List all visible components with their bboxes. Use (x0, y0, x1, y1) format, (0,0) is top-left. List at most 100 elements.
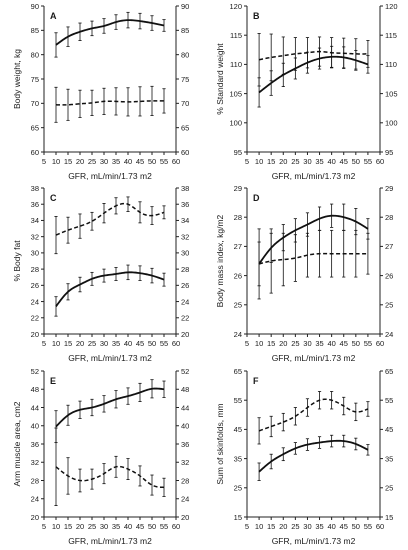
y-tick-label-left: 24 (31, 495, 39, 504)
series-line-solid (258, 439, 369, 473)
y-tick-label-right: 22 (181, 314, 189, 323)
x-tick-label: 15 (64, 522, 72, 531)
y-axis-title: Body mass index, kg/m2 (215, 214, 225, 307)
y-axis-title: % Standard weight (215, 43, 225, 115)
y-tick-label-left: 25 (234, 484, 242, 493)
y-tick-label-left: 48 (31, 385, 39, 394)
panel-label: A (50, 11, 57, 21)
x-tick-label: 45 (340, 157, 348, 166)
x-tick-label: 45 (136, 157, 144, 166)
y-tick-label-right: 15 (385, 513, 393, 522)
y-tick-label-right: 115 (385, 31, 397, 40)
x-tick-label: 25 (291, 157, 299, 166)
x-tick-label: 15 (267, 157, 275, 166)
series-dashed (54, 196, 166, 255)
panel-d: 24 25 26 27 28 29 24 25 26 27 28 29 5 10 15 20 25 30 35 40 4… (215, 184, 393, 363)
x-tick-label: 50 (352, 339, 360, 348)
x-tick-label: 10 (255, 522, 263, 531)
y-tick-label-left: 25 (234, 301, 242, 310)
y-tick-label-left: 45 (234, 425, 242, 434)
y-tick-label-right: 48 (181, 385, 189, 394)
series-line-dashed (258, 398, 369, 432)
y-tick-label-right: 28 (181, 265, 189, 274)
x-tick-label: 10 (52, 339, 60, 348)
x-tick-label: 25 (291, 522, 299, 531)
y-tick-label-left: 65 (31, 123, 39, 132)
x-tick-label: 30 (100, 339, 108, 348)
y-tick-label-left: 26 (31, 281, 39, 290)
x-tick-label: 25 (88, 339, 96, 348)
x-tick-label: 50 (148, 157, 156, 166)
y-tick-label-left: 24 (31, 297, 39, 306)
x-tick-label: 5 (245, 157, 249, 166)
x-tick-label: 40 (124, 157, 132, 166)
y-tick-label-left: 105 (229, 89, 242, 98)
y-tick-label-right: 52 (181, 367, 189, 376)
y-tick-label-right: 26 (385, 271, 393, 280)
x-tick-label: 55 (364, 157, 372, 166)
series-line-dashed (55, 100, 165, 106)
y-tick-label-right: 95 (385, 148, 393, 157)
y-tick-label-right: 35 (385, 454, 393, 463)
y-tick-label-right: 28 (385, 213, 393, 222)
y-tick-label-right: 44 (181, 403, 189, 412)
y-tick-label-left: 20 (31, 330, 39, 339)
x-tick-label: 60 (376, 157, 384, 166)
y-tick-label-left: 70 (31, 99, 39, 108)
y-tick-label-left: 15 (234, 513, 242, 522)
x-axis-title: GFR, mL/min/1.73 m2 (68, 353, 152, 363)
x-tick-label: 15 (64, 157, 72, 166)
x-tick-label: 25 (88, 522, 96, 531)
y-tick-label-left: 60 (31, 148, 39, 157)
panel-label: C (50, 193, 57, 203)
x-tick-label: 10 (52, 157, 60, 166)
x-tick-label: 15 (267, 522, 275, 531)
panel-label: E (50, 376, 56, 386)
y-tick-label-right: 38 (181, 184, 189, 193)
y-tick-label-left: 28 (31, 265, 39, 274)
y-tick-label-right: 65 (181, 123, 189, 132)
series-dashed (54, 427, 166, 506)
y-tick-label-right: 25 (385, 301, 393, 310)
y-tick-label-left: 40 (31, 422, 39, 431)
x-tick-label: 30 (303, 339, 311, 348)
x-tick-label: 15 (267, 339, 275, 348)
x-tick-label: 60 (172, 339, 180, 348)
panel-label: F (253, 376, 259, 386)
x-tick-label: 55 (160, 339, 168, 348)
y-tick-label-left: 38 (31, 184, 39, 193)
x-tick-label: 20 (76, 339, 84, 348)
x-tick-label: 25 (291, 339, 299, 348)
y-tick-label-right: 80 (181, 50, 189, 59)
x-axis-title: GFR, mL/min/1.73 m2 (68, 171, 152, 181)
y-tick-label-right: 27 (385, 242, 393, 251)
y-tick-label-right: 20 (181, 330, 189, 339)
y-tick-label-right: 40 (181, 422, 189, 431)
series-solid (257, 434, 370, 481)
x-tick-label: 60 (376, 522, 384, 531)
x-tick-label: 20 (279, 157, 287, 166)
y-tick-label-right: 24 (385, 330, 393, 339)
y-tick-label-left: 22 (31, 314, 39, 323)
y-tick-label-right: 45 (385, 425, 393, 434)
y-tick-label-right: 36 (181, 440, 189, 449)
y-tick-label-left: 115 (230, 31, 242, 40)
x-tick-label: 45 (136, 522, 144, 531)
y-tick-label-right: 65 (385, 367, 393, 376)
y-tick-label-left: 55 (234, 396, 242, 405)
y-tick-label-right: 34 (181, 216, 189, 225)
x-tick-label: 55 (364, 522, 372, 531)
x-tick-label: 25 (88, 157, 96, 166)
series-line-dashed (55, 465, 165, 489)
x-tick-label: 20 (76, 522, 84, 531)
x-tick-label: 40 (327, 339, 335, 348)
y-tick-label-right: 36 (181, 200, 189, 209)
x-tick-label: 10 (52, 522, 60, 531)
x-tick-label: 5 (42, 157, 46, 166)
y-tick-label-right: 28 (181, 476, 189, 485)
series-solid (54, 379, 166, 444)
x-tick-label: 20 (279, 522, 287, 531)
y-tick-label-right: 32 (181, 232, 189, 241)
